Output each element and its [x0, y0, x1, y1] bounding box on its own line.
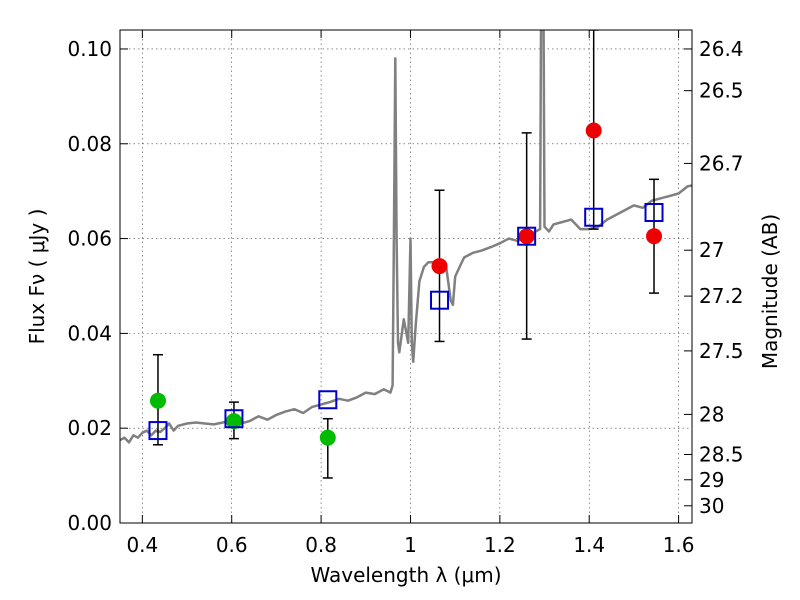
model-square	[644, 203, 664, 223]
red-point	[646, 228, 663, 245]
y-axis-label: Flux Fν ( μJy )	[25, 209, 49, 345]
model-square	[148, 421, 168, 441]
y2-tick-label: 26.4	[699, 37, 744, 61]
red-point	[518, 228, 535, 245]
model-square	[430, 290, 450, 310]
green-point	[149, 392, 166, 409]
x-tick-label: 0.8	[305, 533, 337, 557]
x-axis-label: Wavelength λ (μm)	[310, 563, 501, 587]
y2-tick-label: 26.7	[699, 151, 744, 175]
spectrum-layer	[120, 30, 692, 444]
y-tick-label: 0.04	[67, 321, 112, 345]
plot-frame	[119, 29, 693, 524]
data-points	[148, 122, 664, 446]
y-tick-label: 0.00	[67, 511, 112, 535]
y-tick-label: 0.06	[67, 227, 112, 251]
grid	[120, 30, 692, 524]
green-point	[225, 413, 242, 430]
y2-axis-label: Magnitude (AB)	[758, 214, 782, 369]
y2-tick-label: 26.5	[699, 79, 744, 103]
x-tick-label: 1.2	[484, 533, 516, 557]
red-point	[585, 122, 602, 139]
y2-tick-label: 27.5	[699, 339, 744, 363]
x-tick-label: 1.6	[663, 533, 695, 557]
model-square	[517, 226, 537, 246]
spectrum-line	[120, 30, 692, 444]
ticks: 0.4 0.6 0.8 1 1.2 1.4 1.6 0.00 0.02 0.04 0.06 0.08 0…	[67, 30, 744, 557]
y-tick-label: 0.08	[67, 132, 112, 156]
model-square	[224, 409, 244, 429]
y2-tick-label: 29	[699, 468, 724, 492]
green-point	[319, 429, 336, 446]
y-tick-label: 0.02	[67, 416, 112, 440]
y2-tick-label: 30	[699, 494, 724, 518]
red-point	[431, 258, 448, 275]
y2-tick-label: 28.5	[699, 442, 744, 466]
x-tick-label: 0.6	[216, 533, 248, 557]
y2-tick-label: 27	[699, 238, 724, 262]
x-tick-label: 1.4	[573, 533, 605, 557]
model-square	[318, 390, 338, 410]
y2-tick-label: 27.2	[699, 284, 744, 308]
y-tick-label: 0.10	[67, 37, 112, 61]
x-tick-label: 1	[404, 533, 417, 557]
x-tick-label: 0.4	[126, 533, 158, 557]
model-square	[584, 207, 604, 227]
y2-tick-label: 28	[699, 402, 724, 426]
